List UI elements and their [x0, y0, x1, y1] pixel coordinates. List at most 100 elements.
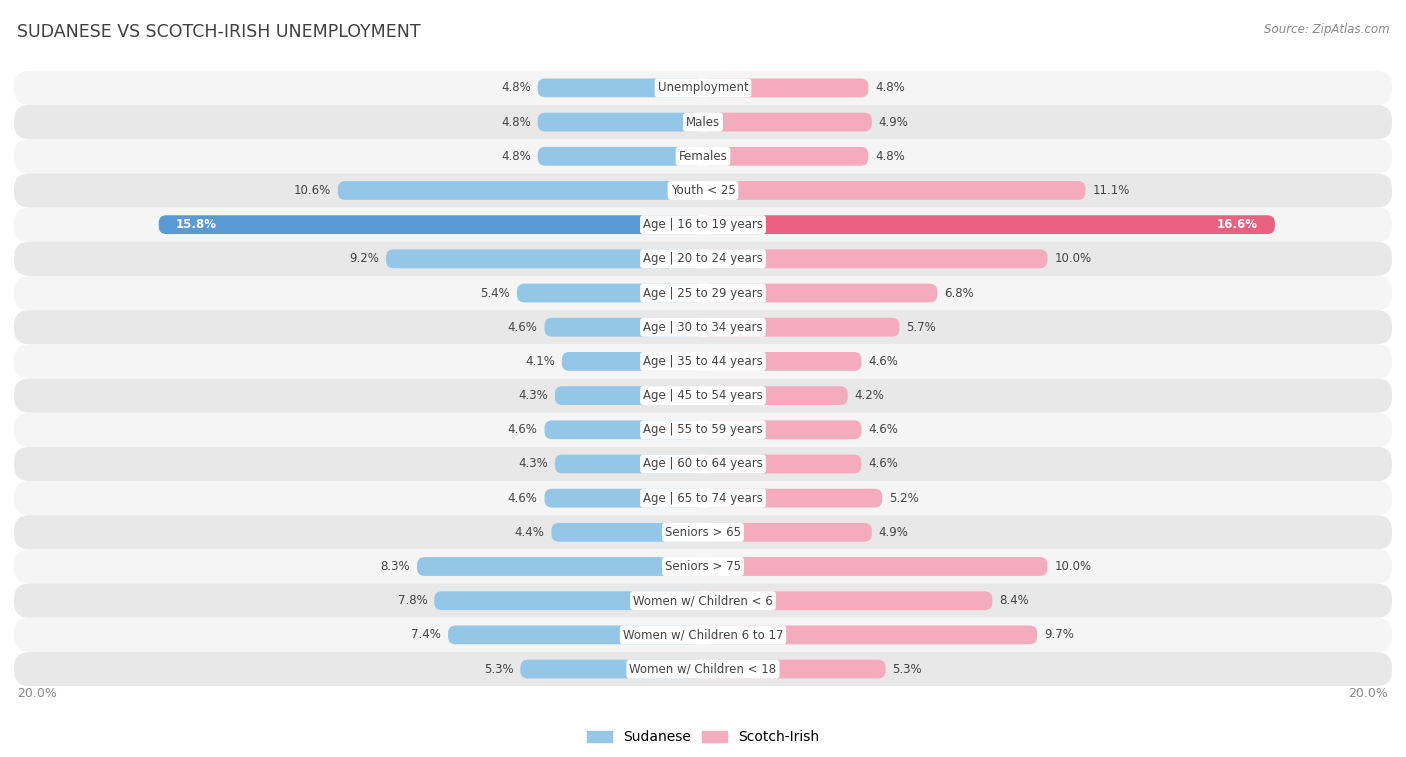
Text: 9.2%: 9.2%	[349, 252, 380, 266]
Text: 4.8%: 4.8%	[875, 82, 905, 95]
Text: 4.6%: 4.6%	[869, 355, 898, 368]
Text: 4.3%: 4.3%	[519, 389, 548, 402]
FancyBboxPatch shape	[14, 139, 1392, 173]
Text: 15.8%: 15.8%	[176, 218, 217, 231]
Text: 4.6%: 4.6%	[508, 321, 537, 334]
Text: Females: Females	[679, 150, 727, 163]
FancyBboxPatch shape	[544, 489, 703, 507]
FancyBboxPatch shape	[703, 318, 900, 337]
FancyBboxPatch shape	[14, 276, 1392, 310]
FancyBboxPatch shape	[703, 591, 993, 610]
Text: 4.9%: 4.9%	[879, 526, 908, 539]
Text: 4.8%: 4.8%	[501, 116, 531, 129]
Text: SUDANESE VS SCOTCH-IRISH UNEMPLOYMENT: SUDANESE VS SCOTCH-IRISH UNEMPLOYMENT	[17, 23, 420, 41]
FancyBboxPatch shape	[520, 659, 703, 678]
FancyBboxPatch shape	[449, 625, 703, 644]
Text: Youth < 25: Youth < 25	[671, 184, 735, 197]
Text: 5.3%: 5.3%	[893, 662, 922, 675]
FancyBboxPatch shape	[555, 386, 703, 405]
FancyBboxPatch shape	[14, 618, 1392, 652]
FancyBboxPatch shape	[703, 557, 1047, 576]
FancyBboxPatch shape	[703, 250, 1047, 268]
FancyBboxPatch shape	[14, 173, 1392, 207]
Text: 10.0%: 10.0%	[1054, 560, 1091, 573]
Text: Unemployment: Unemployment	[658, 82, 748, 95]
Text: 4.3%: 4.3%	[519, 457, 548, 470]
Text: Age | 35 to 44 years: Age | 35 to 44 years	[643, 355, 763, 368]
Text: Seniors > 65: Seniors > 65	[665, 526, 741, 539]
Text: 5.3%: 5.3%	[484, 662, 513, 675]
Text: Age | 60 to 64 years: Age | 60 to 64 years	[643, 457, 763, 470]
Text: Women w/ Children < 6: Women w/ Children < 6	[633, 594, 773, 607]
Text: 7.8%: 7.8%	[398, 594, 427, 607]
Text: 5.2%: 5.2%	[889, 491, 918, 505]
Text: 4.8%: 4.8%	[501, 82, 531, 95]
FancyBboxPatch shape	[703, 454, 862, 473]
Text: Age | 20 to 24 years: Age | 20 to 24 years	[643, 252, 763, 266]
FancyBboxPatch shape	[14, 241, 1392, 276]
Text: 9.7%: 9.7%	[1045, 628, 1074, 641]
Text: Seniors > 75: Seniors > 75	[665, 560, 741, 573]
Text: 4.2%: 4.2%	[855, 389, 884, 402]
FancyBboxPatch shape	[703, 147, 869, 166]
FancyBboxPatch shape	[14, 378, 1392, 413]
FancyBboxPatch shape	[703, 181, 1085, 200]
FancyBboxPatch shape	[555, 454, 703, 473]
FancyBboxPatch shape	[14, 481, 1392, 516]
Text: 6.8%: 6.8%	[945, 287, 974, 300]
FancyBboxPatch shape	[434, 591, 703, 610]
Text: 4.6%: 4.6%	[508, 491, 537, 505]
FancyBboxPatch shape	[544, 420, 703, 439]
FancyBboxPatch shape	[159, 215, 703, 234]
FancyBboxPatch shape	[387, 250, 703, 268]
FancyBboxPatch shape	[703, 523, 872, 542]
FancyBboxPatch shape	[703, 386, 848, 405]
FancyBboxPatch shape	[703, 659, 886, 678]
Text: Males: Males	[686, 116, 720, 129]
FancyBboxPatch shape	[14, 447, 1392, 481]
Text: 11.1%: 11.1%	[1092, 184, 1129, 197]
Text: 10.0%: 10.0%	[1054, 252, 1091, 266]
Text: 7.4%: 7.4%	[412, 628, 441, 641]
FancyBboxPatch shape	[703, 352, 862, 371]
FancyBboxPatch shape	[703, 79, 869, 98]
Text: Women w/ Children 6 to 17: Women w/ Children 6 to 17	[623, 628, 783, 641]
Text: Women w/ Children < 18: Women w/ Children < 18	[630, 662, 776, 675]
FancyBboxPatch shape	[14, 71, 1392, 105]
FancyBboxPatch shape	[537, 79, 703, 98]
Text: 4.1%: 4.1%	[524, 355, 555, 368]
FancyBboxPatch shape	[703, 113, 872, 132]
Text: 16.6%: 16.6%	[1216, 218, 1257, 231]
FancyBboxPatch shape	[14, 516, 1392, 550]
Legend: Sudanese, Scotch-Irish: Sudanese, Scotch-Irish	[581, 724, 825, 750]
Text: 8.3%: 8.3%	[381, 560, 411, 573]
Text: Age | 65 to 74 years: Age | 65 to 74 years	[643, 491, 763, 505]
FancyBboxPatch shape	[337, 181, 703, 200]
Text: 20.0%: 20.0%	[17, 687, 58, 700]
Text: Age | 45 to 54 years: Age | 45 to 54 years	[643, 389, 763, 402]
FancyBboxPatch shape	[544, 318, 703, 337]
FancyBboxPatch shape	[14, 105, 1392, 139]
FancyBboxPatch shape	[703, 215, 1275, 234]
Text: 4.9%: 4.9%	[879, 116, 908, 129]
FancyBboxPatch shape	[14, 413, 1392, 447]
FancyBboxPatch shape	[562, 352, 703, 371]
Text: Age | 25 to 29 years: Age | 25 to 29 years	[643, 287, 763, 300]
Text: 4.6%: 4.6%	[869, 457, 898, 470]
Text: Age | 16 to 19 years: Age | 16 to 19 years	[643, 218, 763, 231]
Text: 4.8%: 4.8%	[875, 150, 905, 163]
Text: 10.6%: 10.6%	[294, 184, 330, 197]
FancyBboxPatch shape	[517, 284, 703, 303]
FancyBboxPatch shape	[14, 207, 1392, 241]
FancyBboxPatch shape	[14, 652, 1392, 686]
FancyBboxPatch shape	[14, 344, 1392, 378]
Text: 5.7%: 5.7%	[907, 321, 936, 334]
Text: 4.6%: 4.6%	[869, 423, 898, 436]
FancyBboxPatch shape	[703, 625, 1038, 644]
FancyBboxPatch shape	[537, 147, 703, 166]
FancyBboxPatch shape	[418, 557, 703, 576]
Text: 4.4%: 4.4%	[515, 526, 544, 539]
FancyBboxPatch shape	[703, 284, 938, 303]
FancyBboxPatch shape	[14, 584, 1392, 618]
FancyBboxPatch shape	[14, 550, 1392, 584]
